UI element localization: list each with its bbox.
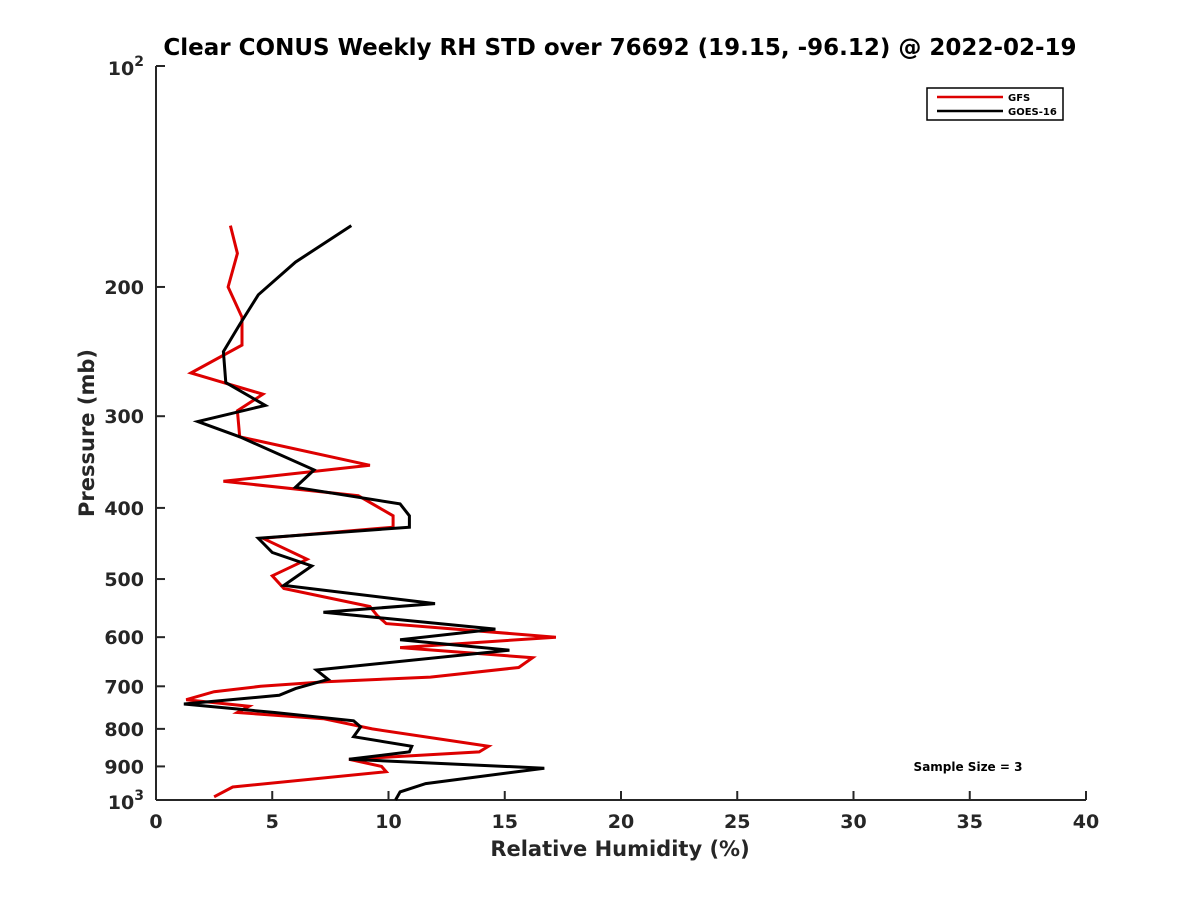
plot-area: 0 5 10 15 20 25 30 35 40 200 300 400 500 600 700 800 90…	[104, 54, 1099, 833]
sample-size-annotation: Sample Size = 3	[914, 760, 1023, 774]
x-tick-label: 30	[840, 811, 866, 833]
series-layer	[183, 224, 557, 801]
x-tick-label: 20	[608, 811, 634, 833]
x-tick-label: 5	[266, 811, 279, 833]
x-tick-label: 35	[957, 811, 983, 833]
x-tick-label: 25	[724, 811, 750, 833]
y-axis-title: Pressure (mb)	[75, 349, 99, 517]
x-tick-label: 40	[1073, 811, 1099, 833]
series-line-goes-16	[183, 224, 545, 801]
x-tick-label: 15	[492, 811, 518, 833]
x-axis-title: Relative Humidity (%)	[490, 837, 749, 861]
y-decade-label: 103	[108, 788, 144, 814]
y-tick-label: 400	[104, 498, 144, 520]
legend-label-goes-16: GOES-16	[1008, 107, 1057, 118]
y-tick-label: 800	[104, 719, 144, 741]
y-decade-exponent: 2	[134, 54, 144, 70]
y-decade-base: 10	[108, 58, 134, 80]
series-line-gfs	[185, 225, 557, 799]
x-tick-label: 0	[149, 811, 162, 833]
y-tick-label: 500	[104, 569, 144, 591]
y-tick-label: 200	[104, 277, 144, 299]
legend-label-gfs: GFS	[1008, 93, 1030, 104]
y-tick-label: 900	[104, 756, 144, 778]
chart-title: Clear CONUS Weekly RH STD over 76692 (19…	[163, 35, 1076, 61]
y-decade-label: 102	[108, 54, 144, 80]
x-tick-label: 10	[375, 811, 401, 833]
y-tick-label: 600	[104, 627, 144, 649]
legend: GFS GOES-16	[926, 87, 1064, 121]
y-tick-label: 700	[104, 676, 144, 698]
x-ticks: 0 5 10 15 20 25 30 35 40	[149, 791, 1099, 833]
legend-box	[926, 87, 1064, 121]
y-decade-exponent: 3	[134, 788, 144, 804]
y-decade-base: 10	[108, 792, 134, 814]
y-tick-label: 300	[104, 406, 144, 428]
legend-items: GFS GOES-16	[937, 93, 1057, 118]
